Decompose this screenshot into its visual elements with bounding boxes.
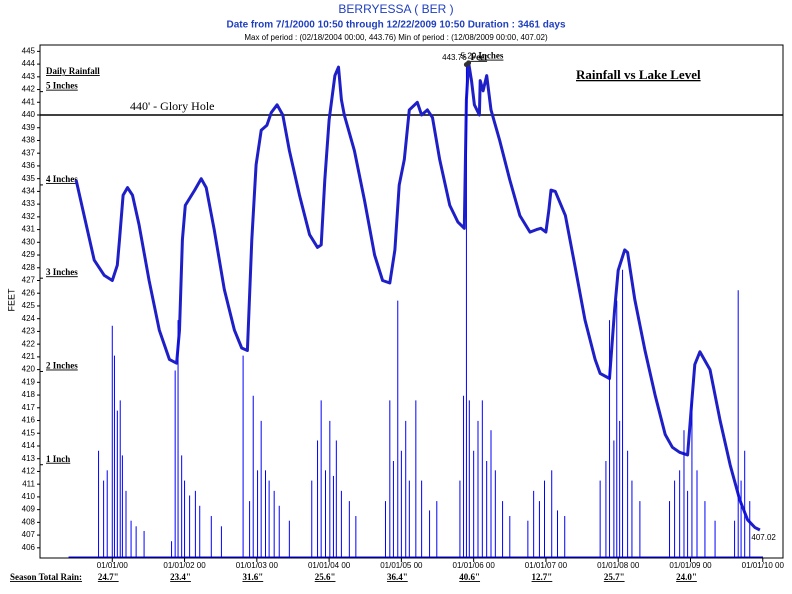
reference-label: 440' - Glory Hole <box>130 99 214 113</box>
chart-subtitle: Date from 7/1/2000 10:50 through 12/22/2… <box>226 20 565 31</box>
y-tick-label: 416 <box>22 416 36 425</box>
y-tick-label: 436 <box>22 161 36 170</box>
y-tick-label: 424 <box>22 314 36 323</box>
y-tick-label: 421 <box>22 352 36 361</box>
y-tick-label: 417 <box>22 403 36 412</box>
y-tick-label: 413 <box>22 454 36 463</box>
y2-tick-label: 1 Inch <box>46 454 70 464</box>
x-tick-label: 01/01/06 00 <box>453 561 496 570</box>
x-tick-label: 01/01/02 00 <box>163 561 206 570</box>
season-total: 31.6" <box>242 572 263 582</box>
y2-tick-label: 4 Inches <box>46 174 78 184</box>
chart-label: Rainfall vs Lake Level <box>576 67 701 82</box>
season-total: 36.4" <box>387 572 408 582</box>
season-total: 12.7" <box>532 572 553 582</box>
y-tick-label: 441 <box>22 97 36 106</box>
season-total: 25.7" <box>604 572 625 582</box>
x-tick-label: 01/01/08 00 <box>597 561 640 570</box>
season-total: 40.6" <box>459 572 480 582</box>
y-tick-label: 411 <box>22 479 35 488</box>
y-tick-label: 429 <box>22 250 36 259</box>
y2-tick-label: 3 Inches <box>46 267 78 277</box>
rain-max-label: 5.29 <box>461 52 477 61</box>
y-tick-label: 407 <box>22 530 36 539</box>
x-tick-label: 01/01/04 00 <box>308 561 351 570</box>
x-tick-label: 01/01/07 00 <box>525 561 568 570</box>
y-tick-label: 430 <box>22 237 36 246</box>
season-total: 24.0" <box>676 572 697 582</box>
period-note: Max of period : (02/18/2004 00:00, 443.7… <box>244 33 548 42</box>
y-tick-label: 432 <box>22 212 36 221</box>
y-tick-label: 414 <box>22 441 36 450</box>
y-tick-label: 427 <box>22 276 36 285</box>
y-tick-label: 409 <box>22 505 36 514</box>
rain-max-marker <box>463 62 469 68</box>
y2-tick-label: 2 Inches <box>46 361 78 371</box>
y2-tick-label: 5 Inches <box>46 81 78 91</box>
min-label: 407.02 <box>751 533 776 542</box>
rain-unit: Inches <box>478 51 504 61</box>
x-tick-label: 01/01/09 00 <box>669 561 712 570</box>
y-tick-label: 439 <box>22 123 36 132</box>
y-tick-label: 406 <box>22 543 36 552</box>
season-total: 25.6" <box>315 572 336 582</box>
y-tick-label: 419 <box>22 377 36 386</box>
y-tick-label: 437 <box>22 148 36 157</box>
y-tick-label: 438 <box>22 136 36 145</box>
season-total: 23.4" <box>170 572 191 582</box>
x-tick-label: 01/01/05 00 <box>380 561 423 570</box>
chart-title: BERRYESSA ( BER ) <box>338 2 453 16</box>
plot-border <box>39 44 784 559</box>
y-tick-label: 422 <box>22 339 36 348</box>
y-tick-label: 415 <box>22 428 36 437</box>
y-tick-label: 410 <box>22 492 36 501</box>
y-tick-label: 420 <box>22 365 36 374</box>
x-tick-label: 01/01/00 <box>97 561 129 570</box>
max-label: 443.76 <box>442 53 467 62</box>
lake-level-line <box>74 61 761 532</box>
max-unit: Feet <box>471 52 487 62</box>
y-tick-label: 412 <box>22 467 36 476</box>
y2-axis-label: Daily Rainfall <box>46 66 100 76</box>
y-axis-label: FEET <box>6 288 16 312</box>
y-tick-label: 445 <box>22 46 36 55</box>
plot: 406 407 408 409 410 411 412 413 414 415 416 417 418 4… <box>22 46 785 582</box>
y-tick-label: 426 <box>22 288 36 297</box>
y-tick-label: 440 <box>22 110 36 119</box>
season-total: 24.7" <box>98 572 119 582</box>
y-tick-label: 431 <box>22 225 36 234</box>
y-tick-label: 408 <box>22 517 36 526</box>
y-tick-label: 443 <box>22 72 36 81</box>
y-tick-label: 425 <box>22 301 36 310</box>
y-tick-label: 418 <box>22 390 36 399</box>
y-tick-label: 423 <box>22 327 36 336</box>
y-tick-label: 428 <box>22 263 36 272</box>
y-tick-label: 435 <box>22 174 36 183</box>
y-tick-label: 442 <box>22 85 36 94</box>
y-tick-label: 433 <box>22 199 36 208</box>
y-tick-label: 434 <box>22 186 36 195</box>
x-tick-label: 01/01/03 00 <box>236 561 279 570</box>
y-tick-label: 444 <box>22 59 36 68</box>
x-tick-label: 01/01/10 00 <box>742 561 785 570</box>
season-label: Season Total Rain: <box>10 572 82 582</box>
